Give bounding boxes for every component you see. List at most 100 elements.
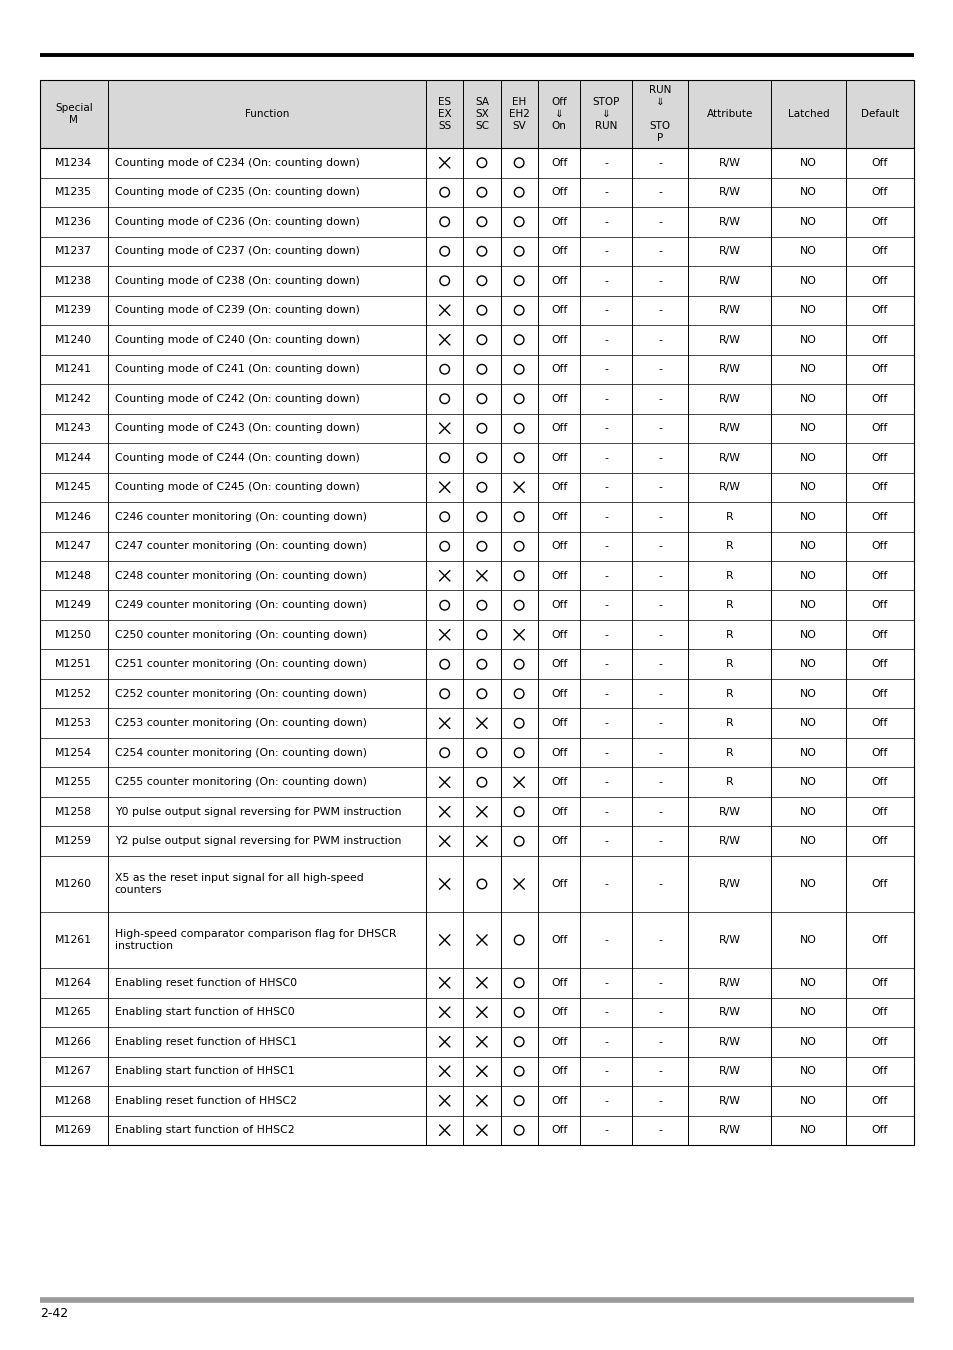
Text: Off: Off [871, 246, 887, 256]
Text: Y0 pulse output signal reversing for PWM instruction: Y0 pulse output signal reversing for PWM… [114, 807, 401, 817]
Text: Enabling start function of HHSC2: Enabling start function of HHSC2 [114, 1126, 294, 1135]
Text: M1237: M1237 [55, 246, 92, 256]
Text: -: - [604, 394, 608, 404]
Text: R/W: R/W [718, 305, 740, 316]
Text: Off: Off [871, 936, 887, 945]
Text: NO: NO [800, 571, 816, 580]
Text: Counting mode of C234 (On: counting down): Counting mode of C234 (On: counting down… [114, 158, 359, 167]
Text: NO: NO [800, 1066, 816, 1076]
Text: Latched: Latched [787, 109, 828, 119]
Text: -: - [658, 1037, 661, 1046]
Text: NO: NO [800, 629, 816, 640]
Text: Off: Off [871, 778, 887, 787]
Text: NO: NO [800, 748, 816, 757]
Text: M1267: M1267 [55, 1066, 92, 1076]
Text: M1236: M1236 [55, 217, 92, 227]
Text: -: - [658, 879, 661, 890]
Text: R/W: R/W [718, 1126, 740, 1135]
Text: R/W: R/W [718, 452, 740, 463]
Text: C251 counter monitoring (On: counting down): C251 counter monitoring (On: counting do… [114, 659, 366, 670]
Text: R/W: R/W [718, 275, 740, 286]
Text: -: - [658, 659, 661, 670]
Text: -: - [604, 688, 608, 699]
Text: -: - [604, 217, 608, 227]
Text: Enabling start function of HHSC1: Enabling start function of HHSC1 [114, 1066, 294, 1076]
Text: Off: Off [871, 482, 887, 493]
Text: Off: Off [871, 541, 887, 551]
Text: NO: NO [800, 879, 816, 890]
Text: Off: Off [550, 977, 567, 988]
Text: C248 counter monitoring (On: counting down): C248 counter monitoring (On: counting do… [114, 571, 366, 580]
Text: R: R [725, 571, 733, 580]
Text: Off: Off [550, 778, 567, 787]
Text: -: - [658, 512, 661, 521]
Text: NO: NO [800, 1126, 816, 1135]
Text: Enabling reset function of HHSC1: Enabling reset function of HHSC1 [114, 1037, 296, 1046]
Text: NO: NO [800, 364, 816, 374]
Text: Off: Off [550, 807, 567, 817]
Text: -: - [604, 512, 608, 521]
Text: Off: Off [550, 452, 567, 463]
Text: Off: Off [871, 512, 887, 521]
Text: -: - [658, 718, 661, 728]
Text: Off: Off [871, 452, 887, 463]
Text: Counting mode of C243 (On: counting down): Counting mode of C243 (On: counting down… [114, 424, 359, 433]
Text: -: - [658, 364, 661, 374]
Text: R/W: R/W [718, 807, 740, 817]
Text: Off: Off [550, 659, 567, 670]
Text: R: R [725, 541, 733, 551]
Text: M1240: M1240 [55, 335, 92, 344]
Text: Off: Off [550, 305, 567, 316]
Text: 2-42: 2-42 [40, 1307, 68, 1320]
Text: R: R [725, 512, 733, 521]
Text: Off: Off [550, 601, 567, 610]
Text: R: R [725, 778, 733, 787]
Text: Off: Off [550, 879, 567, 890]
Text: NO: NO [800, 1096, 816, 1106]
Text: Counting mode of C235 (On: counting down): Counting mode of C235 (On: counting down… [114, 188, 359, 197]
Text: -: - [658, 1126, 661, 1135]
Text: Off: Off [550, 1037, 567, 1046]
Text: Off: Off [550, 936, 567, 945]
Text: NO: NO [800, 512, 816, 521]
Text: R/W: R/W [718, 482, 740, 493]
Text: Function: Function [245, 109, 289, 119]
Text: R: R [725, 629, 733, 640]
Text: Attribute: Attribute [706, 109, 752, 119]
Text: NO: NO [800, 482, 816, 493]
Text: C253 counter monitoring (On: counting down): C253 counter monitoring (On: counting do… [114, 718, 366, 728]
Text: -: - [604, 748, 608, 757]
Text: M1255: M1255 [55, 778, 92, 787]
Text: Off: Off [550, 629, 567, 640]
Text: Off: Off [871, 364, 887, 374]
Text: Off: Off [871, 659, 887, 670]
Text: Off: Off [871, 977, 887, 988]
Text: NO: NO [800, 836, 816, 846]
Text: Off: Off [871, 424, 887, 433]
Text: Off: Off [550, 571, 567, 580]
Text: Off: Off [550, 217, 567, 227]
Text: R/W: R/W [718, 936, 740, 945]
Text: M1265: M1265 [55, 1007, 92, 1018]
Text: Off: Off [550, 246, 567, 256]
Text: NO: NO [800, 158, 816, 167]
Text: R: R [725, 659, 733, 670]
Text: M1249: M1249 [55, 601, 92, 610]
Text: -: - [604, 246, 608, 256]
Text: Off: Off [871, 718, 887, 728]
Text: Enabling reset function of HHSC0: Enabling reset function of HHSC0 [114, 977, 296, 988]
Text: NO: NO [800, 977, 816, 988]
Text: Off: Off [550, 1007, 567, 1018]
Text: Counting mode of C245 (On: counting down): Counting mode of C245 (On: counting down… [114, 482, 359, 493]
Text: -: - [658, 748, 661, 757]
Text: Off: Off [871, 1037, 887, 1046]
Text: NO: NO [800, 541, 816, 551]
Text: M1238: M1238 [55, 275, 92, 286]
Text: Special
M: Special M [55, 103, 92, 126]
Text: NO: NO [800, 718, 816, 728]
Text: -: - [658, 335, 661, 344]
Text: RUN
⇓
 
STO
P: RUN ⇓ STO P [648, 85, 671, 143]
Text: NO: NO [800, 1007, 816, 1018]
Text: Off: Off [550, 1096, 567, 1106]
Text: C246 counter monitoring (On: counting down): C246 counter monitoring (On: counting do… [114, 512, 366, 521]
